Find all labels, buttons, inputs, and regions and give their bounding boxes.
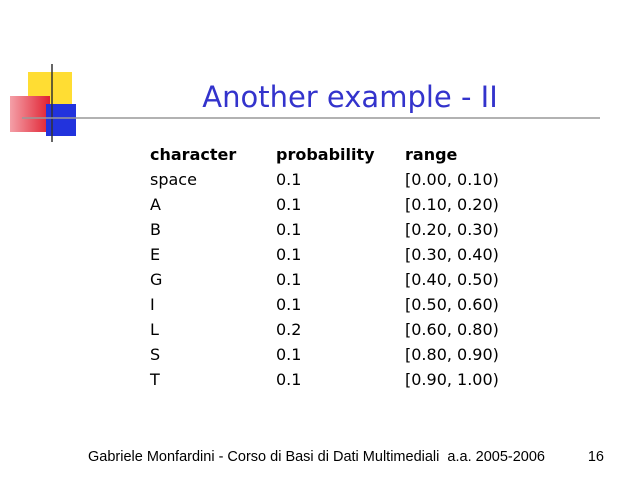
table-cell: 0.2 [276, 320, 301, 339]
footer-text: Gabriele Monfardini - Corso di Basi di D… [88, 449, 545, 465]
table-cell: [0.00, 0.10) [405, 170, 499, 189]
table-cell: T [149, 370, 160, 389]
table-cell: 0.1 [276, 195, 301, 214]
slide-title: Another example - II [202, 80, 498, 114]
table-cell: [0.20, 0.30) [405, 220, 499, 239]
table-cell: G [150, 270, 162, 289]
table-cell: 0.1 [276, 370, 301, 389]
table-cell: [0.80, 0.90) [405, 345, 499, 364]
table: character probability range space 0.1 [0.00, … [149, 145, 499, 389]
table-cell: 0.1 [276, 295, 301, 314]
page-number: 16 [588, 449, 604, 465]
table-cell: 0.1 [276, 170, 301, 189]
table-cell: 0.1 [276, 270, 301, 289]
column-header: probability [276, 145, 375, 164]
table-cell: [0.60, 0.80) [405, 320, 499, 339]
table-cell: S [150, 345, 160, 364]
table-cell: [0.10, 0.20) [405, 195, 499, 214]
column-header: range [405, 145, 458, 164]
table-cell: 0.1 [276, 245, 301, 264]
table-cell: B [150, 220, 161, 239]
deco-red [10, 96, 50, 132]
table-cell: 0.1 [276, 345, 301, 364]
table-cell: I [150, 295, 155, 314]
table-cell: [0.40, 0.50) [405, 270, 499, 289]
column-header: character [150, 145, 236, 164]
table-cell: [0.90, 1.00) [405, 370, 499, 389]
table-cell: 0.1 [276, 220, 301, 239]
deco-blue [46, 104, 76, 136]
table-cell: [0.50, 0.60) [405, 295, 499, 314]
table-cell: [0.30, 0.40) [405, 245, 499, 264]
table-cell: A [150, 195, 161, 214]
table-cell: E [150, 245, 160, 264]
table-cell: L [150, 320, 159, 339]
table-cell: space [150, 170, 197, 189]
